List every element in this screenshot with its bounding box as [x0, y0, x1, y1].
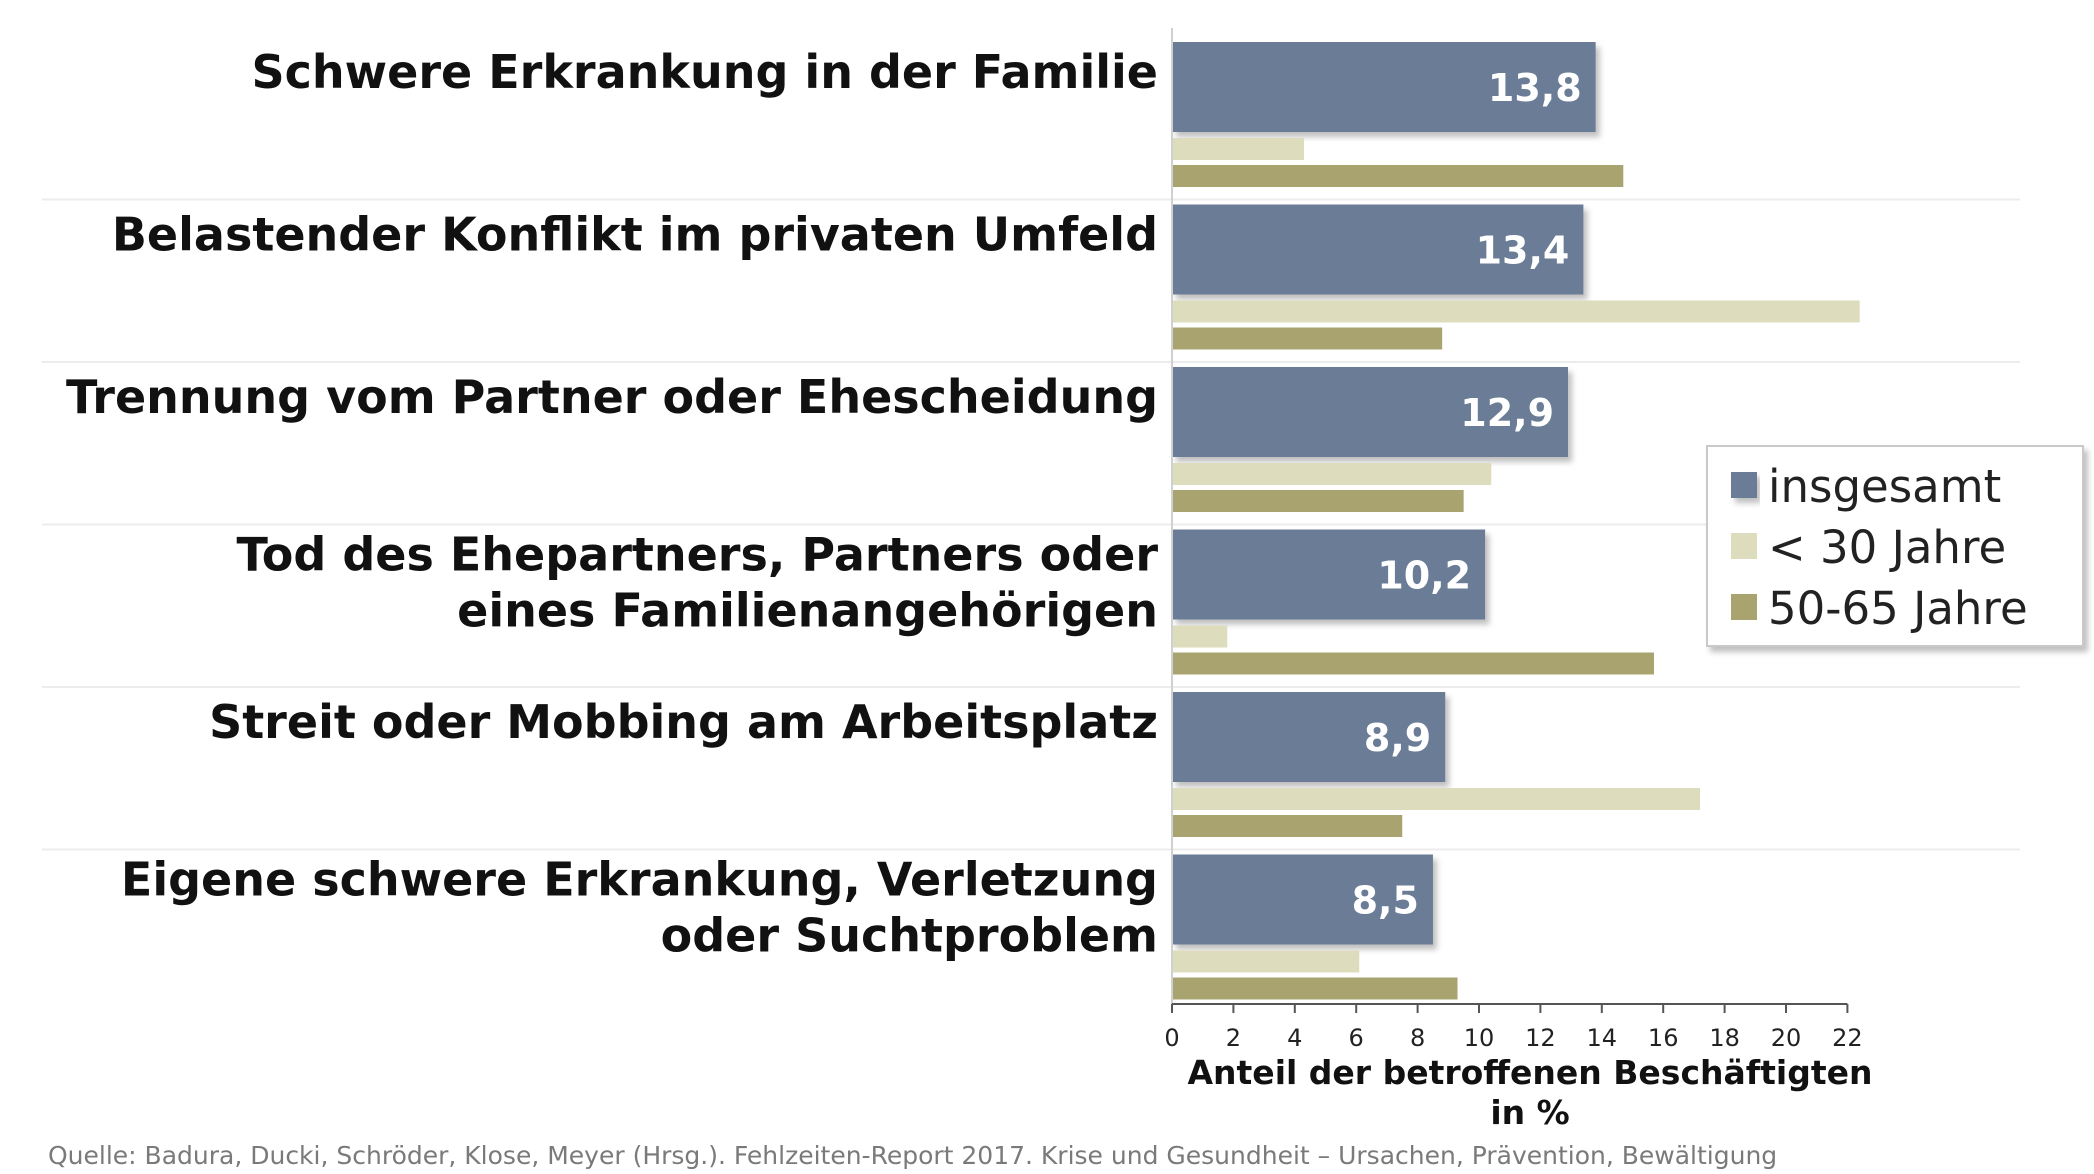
category-separators — [42, 198, 2020, 851]
bars — [1172, 42, 1860, 1000]
bar-50-65 — [1172, 977, 1458, 1000]
bar-insgesamt — [1172, 692, 1446, 782]
bar-unter-30 — [1172, 950, 1360, 973]
bar-50-65 — [1172, 815, 1403, 837]
bar-unter-30 — [1172, 625, 1228, 648]
x-axis: 0 2 4 6 8 10 12 14 16 18 20 22 — [1164, 28, 1863, 1052]
value-label: 12,9 — [1460, 391, 1554, 435]
bar-unter-30 — [1172, 300, 1860, 323]
x-axis-title-line-2: in % — [1490, 1093, 1569, 1132]
x-tick-label: 12 — [1525, 1024, 1556, 1052]
category-label: Tod des Ehepartners, Partners oder — [237, 528, 1159, 582]
bar-insgesamt — [1172, 204, 1584, 295]
x-tick-label: 2 — [1226, 1024, 1241, 1052]
bar-unter-30 — [1172, 138, 1305, 160]
legend-label: < 30 Jahre — [1768, 521, 2006, 574]
value-label: 10,2 — [1377, 554, 1471, 598]
category-label: Schwere Erkrankung in der Familie — [251, 45, 1158, 99]
legend-swatch — [1731, 594, 1757, 620]
value-label: 13,4 — [1476, 229, 1570, 273]
value-label: 13,8 — [1488, 66, 1582, 110]
bar-insgesamt — [1172, 367, 1569, 457]
category-label: eines Familienangehörigen — [457, 584, 1158, 638]
legend-label: insgesamt — [1768, 460, 2001, 513]
value-labels: 13,8 13,4 12,9 10,2 8,9 8,5 — [1352, 66, 1582, 923]
bar-insgesamt — [1172, 42, 1596, 132]
x-tick-label: 8 — [1410, 1024, 1425, 1052]
bar-50-65 — [1172, 490, 1464, 512]
source-note: Quelle: Badura, Ducki, Schröder, Klose, … — [48, 1141, 1777, 1170]
x-tick-label: 4 — [1287, 1024, 1302, 1052]
category-label: Trennung vom Partner oder Ehescheidung — [66, 370, 1158, 424]
bar-insgesamt — [1172, 854, 1433, 945]
bar-unter-30 — [1172, 788, 1701, 810]
category-label: Eigene schwere Erkrankung, Verletzung — [121, 853, 1158, 907]
legend-box — [1706, 445, 2084, 647]
bar-50-65 — [1172, 652, 1654, 675]
x-tick-label: 16 — [1648, 1024, 1679, 1052]
x-tick-label: 14 — [1587, 1024, 1618, 1052]
x-axis-title-line-1: Anteil der betroffenen Beschäftigten — [1188, 1053, 1873, 1092]
bar-50-65 — [1172, 165, 1624, 187]
value-label: 8,5 — [1352, 879, 1419, 923]
legend: insgesamt < 30 Jahre 50-65 Jahre — [1706, 445, 2084, 647]
category-labels: Schwere Erkrankung in der Familie Belaste… — [66, 45, 1158, 963]
category-label: Belastender Konflikt im privaten Umfeld — [112, 208, 1158, 262]
legend-swatch — [1731, 533, 1757, 559]
legend-swatch — [1731, 472, 1757, 498]
bar-insgesamt — [1172, 529, 1486, 620]
value-label: 8,9 — [1364, 716, 1431, 760]
category-label: Streit oder Mobbing am Arbeitsplatz — [209, 695, 1158, 749]
category-label: oder Suchtproblem — [661, 909, 1158, 963]
bar-50-65 — [1172, 327, 1443, 350]
x-tick-label: 20 — [1771, 1024, 1802, 1052]
legend-label: 50-65 Jahre — [1768, 582, 2028, 635]
x-tick-label: 22 — [1832, 1024, 1863, 1052]
x-tick-label: 6 — [1349, 1024, 1364, 1052]
bar-unter-30 — [1172, 463, 1492, 485]
x-tick-label: 10 — [1464, 1024, 1495, 1052]
x-tick-label: 18 — [1709, 1024, 1740, 1052]
x-tick-label: 0 — [1164, 1024, 1179, 1052]
